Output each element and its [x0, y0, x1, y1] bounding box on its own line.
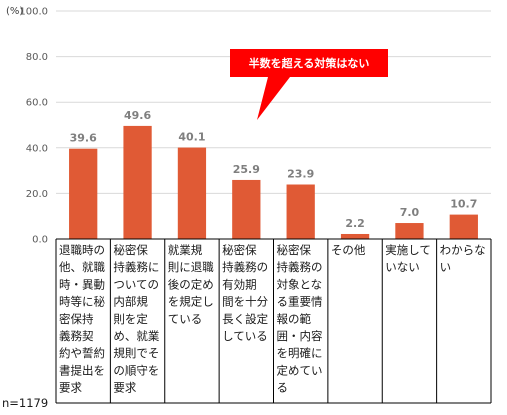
bar — [340, 233, 370, 239]
value-label: 10.7 — [450, 198, 477, 211]
callout-box — [230, 49, 388, 120]
value-label: 7.0 — [400, 206, 420, 219]
y-axis-ticks: 0.0 20.0 40.0 60.0 80.0 100.0 — [19, 7, 48, 246]
category-label: る重要情 — [277, 295, 323, 309]
category-label: 時等に秘 — [59, 295, 105, 309]
category-label: 内部規 — [113, 295, 148, 309]
category-label: 持義務の — [222, 260, 268, 274]
value-label: 25.9 — [233, 163, 260, 176]
category-label: 要求 — [113, 381, 136, 395]
category-label: 実施して — [385, 243, 431, 257]
category-label: を明確に — [277, 346, 323, 360]
bar — [123, 125, 152, 239]
category-label: 就業規 — [168, 243, 203, 257]
value-label: 2.2 — [345, 217, 365, 230]
y-tick-label: 100.0 — [19, 7, 48, 18]
sample-size-label: n=1179 — [2, 396, 48, 410]
y-tick-label: 0.0 — [32, 235, 48, 246]
category-label: の順守を — [113, 363, 159, 377]
bar — [177, 147, 207, 239]
category-label: 規則でそ — [113, 346, 159, 360]
value-label: 23.9 — [287, 168, 314, 181]
category-label: 退職時の — [59, 243, 105, 257]
category-table: 退職時の他、就職時・異動時等に秘密保持義務契約や誓約書提出を要求秘密保持義務につ… — [55, 238, 492, 404]
callout-annotation: 半数を超える対策はない — [230, 49, 388, 120]
y-tick-label: 80.0 — [26, 52, 48, 63]
category-label: 有効期 — [222, 277, 257, 291]
category-label: 秘密保 — [277, 243, 312, 257]
category-label: 後の定め — [168, 277, 214, 291]
category-label: 囲・内容 — [277, 329, 323, 343]
category-label: 他、就職 — [59, 260, 105, 274]
category-label: 約や誓約 — [59, 346, 105, 360]
category-label: その他 — [331, 243, 366, 257]
category-label: 持義務の — [277, 260, 323, 274]
category-label: 則に退職 — [168, 260, 214, 274]
category-label: 則を定 — [113, 312, 148, 326]
category-label: い — [440, 260, 452, 274]
y-axis-unit: (%) — [6, 6, 23, 17]
gridlines — [56, 10, 491, 240]
category-label: 時・異動 — [59, 277, 105, 291]
category-label: る — [277, 381, 289, 395]
bar — [69, 148, 98, 239]
y-tick-label: 20.0 — [26, 189, 48, 200]
y-tick-label: 40.0 — [26, 143, 48, 154]
callout-text: 半数を超える対策はない — [249, 56, 370, 70]
category-label: わからな — [440, 243, 486, 257]
y-tick-label: 60.0 — [26, 98, 48, 109]
bar — [232, 179, 261, 239]
value-label: 49.6 — [124, 109, 151, 122]
bars — [69, 125, 478, 239]
category-label: ている — [168, 312, 203, 326]
category-label: 対象とな — [277, 277, 323, 291]
value-labels: 39.6 49.6 40.1 25.9 23.9 2.2 7.0 10.7 — [70, 109, 478, 230]
category-label: 要求 — [59, 381, 82, 395]
category-label: 義務契 — [59, 329, 94, 343]
category-label: め、就業 — [113, 329, 159, 343]
category-label: を規定し — [168, 295, 214, 309]
category-label: 密保持 — [59, 312, 94, 326]
category-label: 間を十分 — [222, 295, 268, 309]
bar — [449, 214, 478, 239]
category-label: している — [222, 329, 268, 343]
category-label: 長く設定 — [222, 312, 268, 326]
category-label: 書提出を — [59, 363, 105, 377]
category-label: 持義務に — [113, 260, 159, 274]
category-label: ついての — [113, 277, 159, 291]
category-label: 報の範 — [277, 312, 312, 326]
category-label: 秘密保 — [222, 243, 257, 257]
bar — [286, 184, 315, 239]
value-label: 40.1 — [178, 131, 205, 144]
category-label: いない — [385, 260, 420, 274]
value-label: 39.6 — [70, 132, 97, 145]
category-label: 定めてい — [277, 363, 323, 377]
bar — [395, 223, 424, 239]
category-label: 秘密保 — [113, 243, 148, 257]
